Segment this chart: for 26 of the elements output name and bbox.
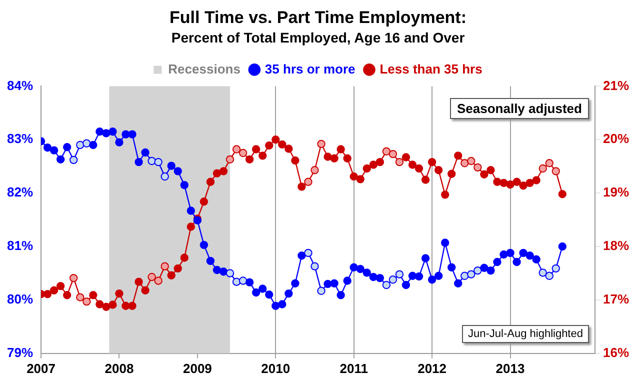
x-tick-label: 2010	[261, 360, 290, 376]
chart-title: Full Time vs. Part Time Employment:	[170, 8, 466, 27]
y-tick-label: 83%	[6, 131, 34, 146]
y2-tick-label: 17%	[602, 292, 630, 307]
y2-tick-label: 18%	[602, 238, 630, 254]
x-tick-label: 2011	[340, 360, 368, 376]
legend-label: Less than 35 hrs	[380, 61, 482, 76]
y-tick-label: 81%	[6, 238, 34, 254]
y-tick-label: 80%	[6, 292, 34, 307]
x-tick-label: 2009	[182, 360, 212, 376]
x-tick-label: 2012	[418, 360, 447, 376]
chart-subtitle: Percent of Total Employed, Age 16 and Over	[171, 30, 466, 46]
y2-tick-label: 16%	[602, 344, 630, 360]
x-tick-label: 2007	[26, 360, 56, 376]
y-tick-label: 84%	[6, 78, 34, 93]
y2-tick-label: 20%	[602, 131, 630, 146]
legend-label: Recessions	[168, 61, 240, 76]
x-tick-label: 2013	[496, 360, 525, 376]
legend-label: 35 hrs or more	[264, 61, 356, 76]
x-tick-label: 2008	[104, 360, 134, 376]
annotation: Seasonally adjusted	[450, 98, 589, 120]
y-tick-label: 82%	[6, 184, 34, 200]
y-tick-label: 79%	[6, 344, 34, 360]
y2-tick-label: 19%	[602, 184, 630, 200]
y2-tick-label: 21%	[602, 78, 630, 93]
annotation: Jun-Jul-Aug highlighted	[462, 325, 589, 344]
